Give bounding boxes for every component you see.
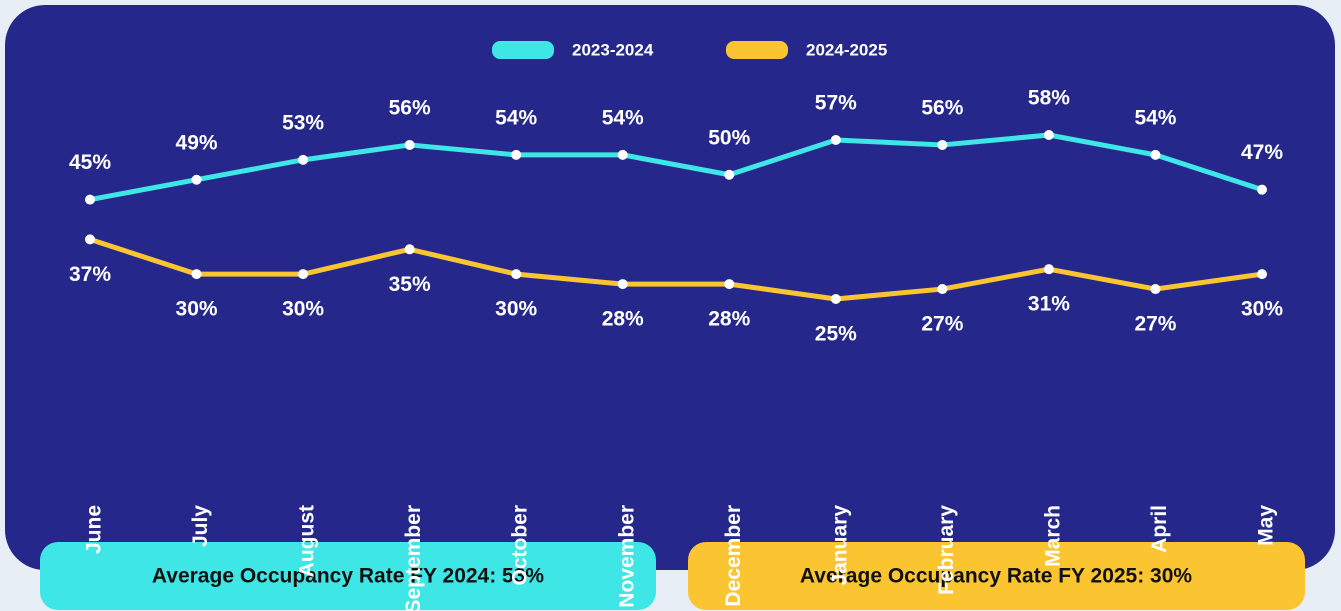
x-tick-label: April [1148,505,1171,553]
x-tick-label: January [828,505,851,586]
x-tick-label: September [402,505,425,611]
legend-label: 2023-2024 [572,40,654,59]
x-tick-label: February [935,505,958,595]
x-tick-label: March [1041,505,1064,567]
data-label: 30% [282,298,324,321]
data-label: 30% [1241,298,1283,321]
data-label: 56% [389,96,431,119]
data-label: 54% [602,106,644,129]
data-point [937,139,948,150]
data-label: 30% [495,298,537,321]
data-label: 47% [1241,141,1283,164]
data-label: 28% [602,308,644,331]
data-point [298,154,309,165]
data-point [617,279,628,290]
data-point [85,234,95,245]
data-point [1043,130,1054,140]
data-point [830,294,841,304]
data-label: 53% [282,111,324,134]
legend-swatch [492,41,554,59]
data-label: 31% [1028,293,1070,316]
data-label: 54% [495,106,537,129]
x-tick-label: June [83,505,106,554]
data-point [830,134,841,145]
series-line [89,132,1263,203]
data-label: 28% [708,308,750,331]
data-point [724,169,735,180]
data-point [724,279,735,290]
average-label: Average Occupancy Rate FY 2024: 53% [152,565,545,588]
data-label: 57% [815,92,857,115]
data-point [937,284,948,295]
average-label: Average Occupancy Rate FY 2025: 30% [800,565,1193,588]
x-tick-label: December [722,505,745,607]
data-label: 50% [708,126,750,149]
data-point [511,149,522,160]
x-tick-label: July [189,505,212,547]
data-point [191,174,202,185]
data-label: 37% [69,263,111,286]
data-point [511,269,522,280]
average-box [40,542,656,610]
data-point [1150,284,1161,295]
data-point [85,194,95,205]
x-tick-label: August [296,505,319,577]
legend-swatch [726,41,788,59]
data-label: 27% [1134,313,1176,336]
data-label: 27% [921,313,963,336]
data-point [617,149,628,160]
series-line [89,236,1263,302]
data-point [1043,264,1054,275]
data-point [404,139,415,150]
data-label: 35% [389,273,431,296]
data-point [191,269,202,280]
average-box [688,542,1305,610]
data-point [1257,184,1267,195]
data-point [1150,149,1161,160]
data-label: 25% [815,323,857,346]
data-label: 56% [921,96,963,119]
x-tick-label: October [509,505,532,586]
data-label: 49% [176,131,218,154]
data-label: 58% [1028,87,1070,110]
x-tick-label: May [1255,505,1278,546]
legend-label: 2024-2025 [806,40,887,59]
data-label: 30% [176,298,218,321]
data-label: 45% [69,151,111,174]
x-tick-label: November [615,505,638,608]
data-point [298,269,309,280]
chart-background [5,5,1335,570]
data-point [404,244,415,255]
data-label: 54% [1134,106,1176,129]
data-point [1257,269,1267,280]
